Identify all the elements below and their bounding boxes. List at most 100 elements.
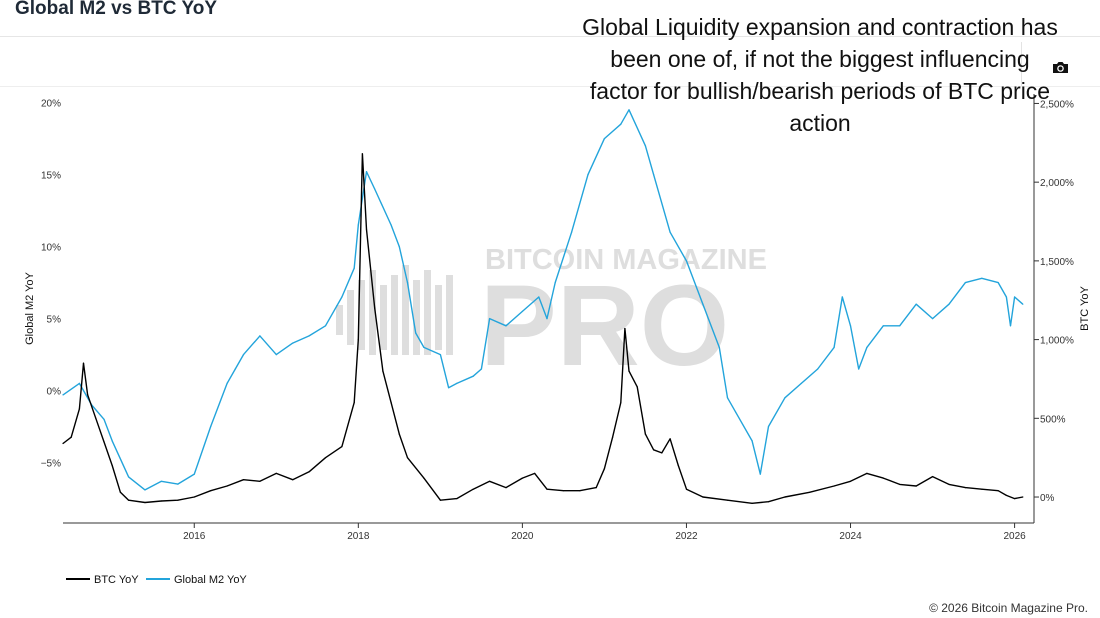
data-point <box>406 282 409 284</box>
data-point <box>767 425 770 428</box>
data-point <box>259 335 261 337</box>
data-point <box>1005 296 1008 298</box>
data-point <box>82 362 85 364</box>
data-point <box>644 433 647 435</box>
data-point <box>308 335 310 337</box>
data-point <box>62 442 64 445</box>
data-point <box>1014 498 1016 500</box>
y-right-tick-label: 2,000% <box>1040 178 1074 189</box>
y-left-tick-label: 5% <box>47 315 62 326</box>
data-point <box>1014 296 1016 298</box>
data-point <box>406 457 409 459</box>
data-point <box>292 342 294 344</box>
x-tick-label: 2020 <box>511 531 534 542</box>
data-point <box>595 487 597 489</box>
data-point <box>472 375 474 377</box>
data-point <box>390 224 392 226</box>
data-point <box>398 246 400 248</box>
data-point <box>849 325 852 327</box>
data-point <box>472 488 474 490</box>
data-point <box>144 501 146 504</box>
data-point <box>210 425 212 428</box>
data-point <box>997 490 999 492</box>
watermark-top-text: BITCOIN MAGAZINE <box>485 244 767 276</box>
data-point <box>160 500 162 502</box>
legend-item-global-m2-yoy[interactable]: Global M2 YoY <box>146 574 247 586</box>
y-right-tick-label: 2,500% <box>1040 99 1074 110</box>
legend-item-btc-yoy[interactable]: BTC YoY <box>66 574 139 586</box>
data-point <box>751 502 753 504</box>
data-point <box>628 109 630 111</box>
data-point <box>456 498 458 500</box>
data-point <box>702 496 704 498</box>
copyright-text: © 2026 Bitcoin Magazine Pro. <box>929 601 1088 615</box>
data-point <box>398 433 400 435</box>
data-point <box>210 490 212 492</box>
data-point <box>78 408 80 410</box>
data-point <box>308 471 310 473</box>
data-point <box>624 328 626 330</box>
data-point <box>932 318 934 320</box>
data-point <box>751 440 753 442</box>
data-point <box>177 483 179 485</box>
data-point <box>833 485 835 487</box>
x-tick-label: 2016 <box>183 531 206 542</box>
data-point <box>726 397 729 399</box>
data-point <box>111 440 113 442</box>
legend-label: BTC YoY <box>94 574 139 586</box>
data-point <box>800 382 802 384</box>
data-point <box>964 487 967 489</box>
data-point <box>735 411 737 413</box>
data-point <box>579 490 581 492</box>
data-point <box>103 418 105 420</box>
legend-label: Global M2 YoY <box>174 574 247 586</box>
data-point <box>365 171 368 173</box>
series-layer <box>62 109 1024 504</box>
data-point <box>505 325 507 327</box>
data-point <box>390 402 392 404</box>
data-point <box>866 346 868 348</box>
data-point <box>653 449 655 451</box>
data-point <box>685 488 688 490</box>
y-left-tick-label: 20% <box>41 99 61 110</box>
data-point <box>341 446 343 448</box>
data-point <box>669 438 671 440</box>
data-point <box>87 394 89 396</box>
data-point <box>128 499 130 501</box>
data-point <box>1022 496 1024 498</box>
data-point <box>587 174 589 176</box>
data-point <box>636 386 638 388</box>
data-point <box>620 123 622 125</box>
data-point <box>374 188 376 190</box>
data-point <box>841 296 843 298</box>
data-point <box>718 346 720 348</box>
x-tick-label: 2026 <box>1003 531 1026 542</box>
data-point <box>128 476 130 478</box>
data-point <box>644 145 647 147</box>
data-point <box>767 501 770 503</box>
data-point <box>981 488 983 490</box>
data-point <box>1009 325 1012 327</box>
data-point <box>669 231 671 233</box>
x-tick-label: 2018 <box>347 531 370 542</box>
toolbar-divider <box>0 86 1100 87</box>
data-point <box>521 310 524 312</box>
data-point <box>456 382 458 384</box>
data-point <box>546 318 548 320</box>
header-divider <box>0 36 1100 37</box>
camera-icon[interactable] <box>1052 60 1069 80</box>
data-point <box>653 174 655 176</box>
data-point <box>341 296 343 298</box>
series-line <box>62 153 1023 504</box>
data-point <box>899 483 901 485</box>
data-point <box>661 452 663 454</box>
data-point <box>242 479 245 481</box>
data-point <box>899 325 901 327</box>
data-point <box>628 370 630 372</box>
data-point <box>948 303 950 305</box>
data-point <box>677 464 679 467</box>
axes: 2016 2018 2020 2022 2024 2026 −5% 0% 5% 10% 15% 20%… <box>24 94 1091 542</box>
data-point <box>858 368 860 370</box>
data-point <box>382 370 384 372</box>
